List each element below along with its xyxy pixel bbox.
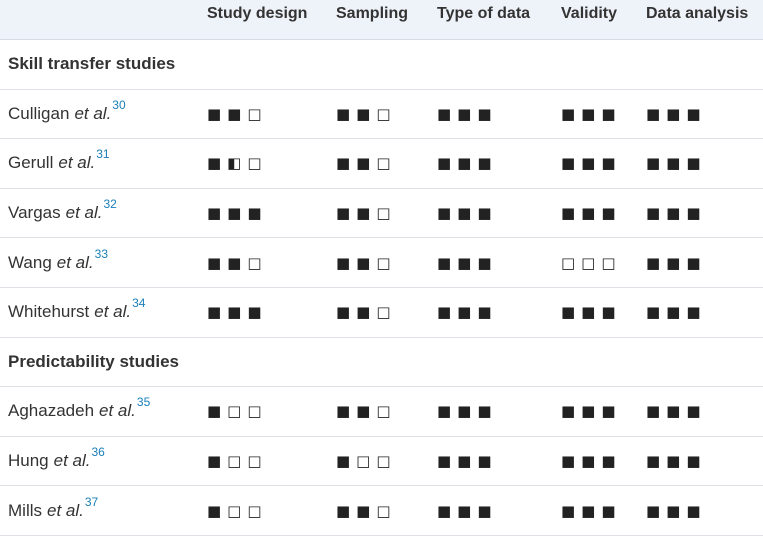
reference-link[interactable]: 30 <box>112 97 126 112</box>
rating: ■□□ <box>336 452 397 471</box>
rating: ■□□ <box>207 452 268 471</box>
et-al: et al. <box>53 451 91 471</box>
study-name: Vargas <box>8 203 61 223</box>
et-al: et al. <box>56 252 94 272</box>
rating: ■■■ <box>437 452 498 471</box>
rating: ■■□ <box>336 253 397 272</box>
reference-link[interactable]: 32 <box>103 197 117 212</box>
et-al: et al. <box>47 500 84 520</box>
rating: ■■■ <box>437 402 498 421</box>
rating: ■■■ <box>646 452 707 471</box>
column-header: Validity <box>561 5 618 22</box>
study-name: Aghazadeh <box>8 401 95 421</box>
rating: ■■■ <box>646 154 707 173</box>
column-header: Type of data <box>437 5 531 22</box>
rating: ■■■ <box>207 204 268 223</box>
rating: ■□□ <box>207 402 268 421</box>
study-row: Vargas et al. 32 ■■■ ■■□ ■■■ ■■■ ■■■ <box>0 189 763 239</box>
rating: ■■■ <box>437 501 498 520</box>
rating: ■■■ <box>646 303 707 322</box>
section-title: Skill transfer studies <box>8 54 176 74</box>
study-cell: Vargas et al. 32 <box>8 189 117 238</box>
rating: ■■□ <box>336 402 397 421</box>
reference-link[interactable]: 36 <box>91 445 105 460</box>
column-header: Data analysis <box>646 5 749 22</box>
rating: ■◧□ <box>207 154 268 173</box>
rating: ■□□ <box>207 501 268 520</box>
rating: ■■■ <box>561 501 622 520</box>
study-name: Mills <box>8 500 42 520</box>
study-row: Gerull et al. 31 ■◧□ ■■□ ■■■ ■■■ ■■■ <box>0 139 763 189</box>
rating: ■■■ <box>437 253 498 272</box>
rating: ■■□ <box>207 104 268 123</box>
study-name: Whitehurst <box>8 302 90 322</box>
rating: ■■□ <box>336 154 397 173</box>
study-cell: Gerull et al. 31 <box>8 139 110 188</box>
study-row: Culligan et al. 30 ■■□ ■■□ ■■■ ■■■ ■■■ <box>0 90 763 140</box>
rating: ■■■ <box>646 501 707 520</box>
et-al: et al. <box>74 103 112 123</box>
rating: ■■■ <box>646 104 707 123</box>
study-cell: Culligan et al. 30 <box>8 90 126 139</box>
rating: ■■■ <box>561 104 622 123</box>
rating: ■■■ <box>561 452 622 471</box>
rating: ■■■ <box>207 303 268 322</box>
rating: ■■■ <box>437 154 498 173</box>
rating: □□□ <box>561 253 622 272</box>
rating: ■■■ <box>561 154 622 173</box>
study-cell: Hung et al. 36 <box>8 437 105 486</box>
study-row: Hung et al. 36 ■□□ ■□□ ■■■ ■■■ ■■■ <box>0 437 763 487</box>
et-al: et al. <box>94 302 132 322</box>
rating: ■■■ <box>646 402 707 421</box>
et-al: et al. <box>58 153 96 173</box>
study-cell: Whitehurst et al. 34 <box>8 288 145 337</box>
reference-link[interactable]: 33 <box>94 246 108 261</box>
study-row: Wang et al. 33 ■■□ ■■□ ■■■ □□□ ■■■ <box>0 238 763 288</box>
study-name: Gerull <box>8 153 54 173</box>
rating: ■■□ <box>336 501 397 520</box>
rating: ■■■ <box>437 303 498 322</box>
column-header: Sampling <box>336 5 409 22</box>
study-cell: Wang et al. 33 <box>8 238 108 287</box>
rating: ■■□ <box>207 253 268 272</box>
section-row: Skill transfer studies <box>0 40 763 90</box>
rating: ■■□ <box>336 104 397 123</box>
study-row: Aghazadeh et al. 35 ■□□ ■■□ ■■■ ■■■ ■■■ <box>0 387 763 437</box>
rating: ■■□ <box>336 303 397 322</box>
rating: ■■■ <box>646 204 707 223</box>
rating: ■■■ <box>646 253 707 272</box>
study-row: Whitehurst et al. 34 ■■■ ■■□ ■■■ ■■■ ■■■ <box>0 288 763 338</box>
rating: ■■□ <box>336 204 397 223</box>
study-row: Mills et al. 37 ■□□ ■■□ ■■■ ■■■ ■■■ <box>0 486 763 536</box>
reference-link[interactable]: 34 <box>132 296 146 311</box>
rating: ■■■ <box>437 204 498 223</box>
section-title: Predictability studies <box>8 351 179 371</box>
column-header: Study design <box>207 5 308 22</box>
study-name: Hung <box>8 451 49 471</box>
et-al: et al. <box>65 203 103 223</box>
rating: ■■■ <box>561 303 622 322</box>
section-row: Predictability studies <box>0 338 763 388</box>
rating: ■■■ <box>561 204 622 223</box>
header-row: Study design Sampling Type of data Validity… <box>0 0 763 40</box>
reference-link[interactable]: 37 <box>84 494 99 509</box>
et-al: et al. <box>99 401 136 421</box>
study-name: Wang <box>8 252 52 272</box>
rating: ■■■ <box>561 402 622 421</box>
study-cell: Mills et al. 37 <box>8 486 98 535</box>
reference-link[interactable]: 35 <box>136 395 151 410</box>
reference-link[interactable]: 31 <box>96 147 110 162</box>
rating: ■■■ <box>437 104 498 123</box>
study-name: Culligan <box>8 103 70 123</box>
study-cell: Aghazadeh et al. 35 <box>8 387 150 436</box>
